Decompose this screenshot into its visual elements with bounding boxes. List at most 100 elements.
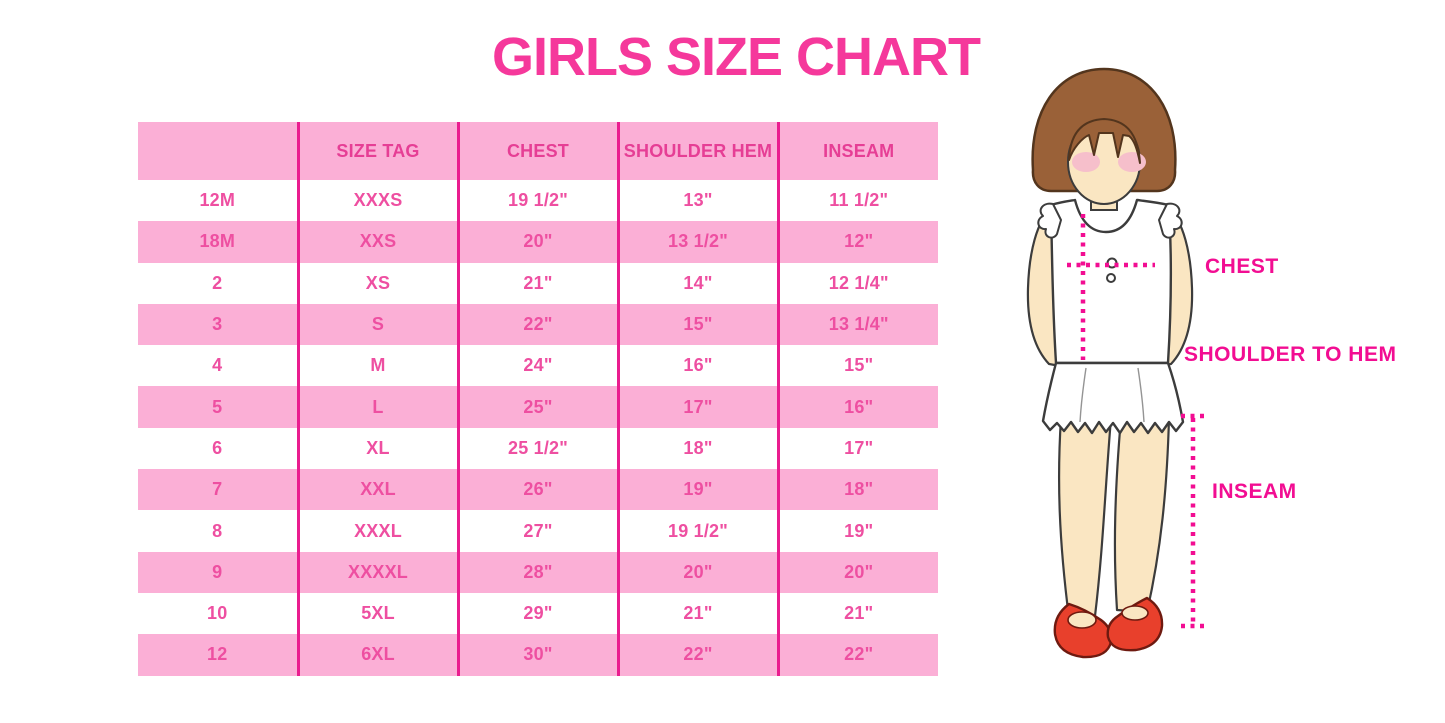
size-cell: 12: [138, 634, 298, 676]
chest-cell: 30": [456, 634, 618, 676]
header-row: SIZE TAG CHEST SHOULDER HEM INSEAM: [138, 122, 938, 180]
size-tag-cell: 6XL: [296, 634, 458, 676]
column-header-shoulder-hem: SHOULDER HEM: [616, 122, 778, 180]
size-tag-cell: XXXS: [296, 180, 458, 222]
left-shoe-opening: [1067, 611, 1097, 629]
left-shoulder-ruffle: [1037, 202, 1062, 239]
shirt-skirt: [1041, 361, 1185, 435]
table-row: 6 XL 25 1/2" 18" 17": [138, 427, 938, 470]
size-tag-cell: L: [296, 386, 458, 428]
inseam-cell: 15": [776, 345, 938, 387]
girl-illustration: CHEST SHOULDER TO HEM INSEAM: [985, 60, 1445, 683]
column-header-inseam: INSEAM: [776, 122, 938, 180]
size-tag-cell: S: [296, 303, 458, 346]
page-title: GIRLS SIZE CHART: [491, 27, 981, 87]
inseam-cell: 22": [776, 634, 938, 676]
inseam-cell: 12": [776, 221, 938, 263]
inseam-cell: 20": [776, 551, 938, 593]
chest-cell: 21": [456, 262, 618, 304]
shoulder-hem-cell: 19": [616, 469, 778, 511]
inseam-cell: 21": [776, 592, 938, 635]
table-row: 18M XXS 20" 13 1/2" 12": [138, 221, 938, 263]
table-row: 7 XXL 26" 19" 18": [138, 469, 938, 511]
size-cell: 2: [212, 272, 223, 293]
size-tag-cell: 5XL: [296, 592, 458, 635]
shoulder-hem-cell: 14": [616, 262, 778, 304]
shoulder-hem-cell: 21": [616, 592, 778, 635]
size-tag-cell: XXS: [296, 221, 458, 263]
hair-bangs: [1068, 118, 1141, 164]
size-cell: 12M: [199, 190, 236, 211]
table-row: 4 M 24" 16" 15": [138, 345, 938, 387]
size-cell: 18M: [138, 221, 298, 263]
shoulder-to-hem-measure-label: SHOULDER TO HEM: [1184, 343, 1397, 366]
shoulder-hem-cell: 13": [616, 180, 778, 222]
chest-cell: 28": [456, 551, 618, 593]
size-cell: 5: [138, 386, 298, 428]
size-cell: 8: [212, 520, 223, 541]
table-row: 5 L 25" 17" 16": [138, 386, 938, 428]
size-cell: 4: [212, 355, 223, 376]
size-tag-cell: XL: [296, 427, 458, 470]
chest-cell: 20": [456, 221, 618, 263]
column-header-chest: CHEST: [456, 122, 618, 180]
chest-cell: 26": [456, 469, 618, 511]
size-tag-cell: XXXXL: [296, 551, 458, 593]
size-cell: 9: [138, 551, 298, 593]
size-tag-cell: XXXL: [296, 510, 458, 552]
right-shoe-opening: [1121, 605, 1149, 621]
shoulder-hem-cell: 16": [616, 345, 778, 387]
size-tag-cell: XS: [296, 262, 458, 304]
chest-cell: 27": [456, 510, 618, 552]
chest-cell: 25 1/2": [456, 427, 618, 470]
inseam-cell: 13 1/4": [776, 303, 938, 346]
right-shoe: [1106, 596, 1164, 652]
size-cell: 3: [138, 303, 298, 346]
size-chart-table: SIZE TAG CHEST SHOULDER HEM INSEAM 12M X…: [138, 122, 938, 676]
skirt-crease-left: [1079, 367, 1087, 423]
column-header-size-tag: SIZE TAG: [296, 122, 458, 180]
shirt-button-bottom: [1106, 273, 1116, 283]
table-row: 8 XXXL 27" 19 1/2" 19": [138, 510, 938, 552]
table-row: 2 XS 21" 14" 12 1/4": [138, 262, 938, 304]
inseam-cell: 12 1/4": [776, 262, 938, 304]
inseam-cell: 11 1/2": [776, 180, 938, 222]
chest-measure-label: CHEST: [1205, 255, 1279, 278]
inseam-cell: 17": [776, 427, 938, 470]
table-row: 12 6XL 30" 22" 22": [138, 634, 938, 676]
inseam-cell: 19": [776, 510, 938, 552]
size-chart-table-container: SIZE TAG CHEST SHOULDER HEM INSEAM 12M X…: [138, 122, 938, 676]
shoulder-hem-cell: 18": [616, 427, 778, 470]
chest-cell: 24": [456, 345, 618, 387]
inseam-cell: 16": [776, 386, 938, 428]
chest-cell: 29": [456, 592, 618, 635]
inseam-measure-label: INSEAM: [1212, 480, 1297, 503]
inseam-cell: 18": [776, 469, 938, 511]
shoulder-hem-cell: 20": [616, 551, 778, 593]
size-tag-cell: XXL: [296, 469, 458, 511]
blush-right: [1118, 152, 1146, 172]
shoulder-hem-cell: 15": [616, 303, 778, 346]
table-row: 10 5XL 29" 21" 21": [138, 592, 938, 635]
size-cell: 7: [138, 469, 298, 511]
table-row: 12M XXXS 19 1/2" 13" 11 1/2": [138, 180, 938, 222]
shoulder-hem-cell: 22": [616, 634, 778, 676]
chest-cell: 25": [456, 386, 618, 428]
right-leg: [1113, 416, 1171, 614]
size-cell: 6: [212, 437, 223, 458]
shoulder-hem-cell: 19 1/2": [616, 510, 778, 552]
left-leg: [1057, 416, 1113, 620]
table-row: 9 XXXXL 28" 20" 20": [138, 551, 938, 593]
chest-cell: 22": [456, 303, 618, 346]
size-tag-cell: M: [296, 345, 458, 387]
shoulder-hem-cell: 13 1/2": [616, 221, 778, 263]
chest-cell: 19 1/2": [456, 180, 618, 222]
size-cell: 10: [207, 603, 228, 624]
right-shoulder-ruffle: [1158, 202, 1183, 239]
skirt-crease-right: [1137, 367, 1145, 423]
table-row: 3 S 22" 15" 13 1/4": [138, 303, 938, 346]
blush-left: [1072, 152, 1100, 172]
girl-illustration-drawing: [1026, 67, 1206, 659]
shoulder-hem-cell: 17": [616, 386, 778, 428]
column-header-size: [138, 122, 298, 180]
